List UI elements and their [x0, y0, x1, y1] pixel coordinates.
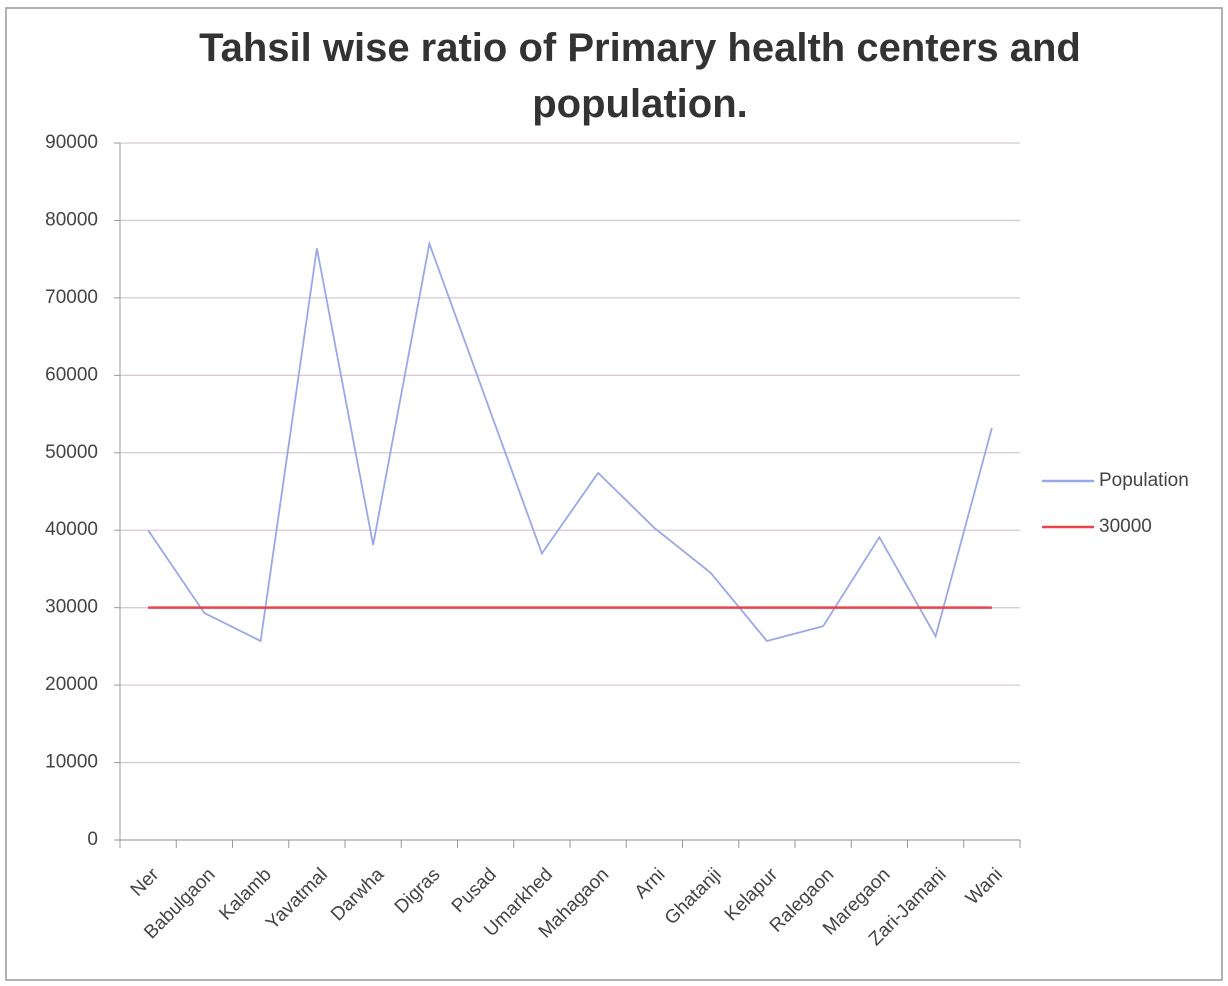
- x-tick-label: Arni: [631, 864, 670, 903]
- x-tick-label: Darwha: [327, 864, 388, 925]
- y-tick-label: 0: [87, 829, 98, 850]
- y-tick-label: 70000: [45, 287, 98, 308]
- x-tick-label: Pusad: [448, 864, 501, 917]
- y-tick-label: 20000: [45, 674, 98, 695]
- legend-label: 30000: [1099, 516, 1152, 537]
- y-tick-label: 30000: [45, 597, 98, 618]
- chart-border: [5, 7, 1223, 981]
- x-tick-label: Ghatanji: [661, 864, 726, 929]
- series-line: [147, 240, 993, 643]
- y-tick-label: 80000: [45, 209, 98, 230]
- y-tick-label: 10000: [45, 752, 98, 773]
- y-tick-label: 90000: [45, 132, 98, 153]
- x-tick-label: Yavatmal: [262, 864, 332, 934]
- y-tick-label: 40000: [45, 519, 98, 540]
- y-tick-label: 60000: [45, 364, 98, 385]
- x-tick-label: Digras: [391, 864, 445, 918]
- chart-title: Tahsil wise ratio of Primary health cent…: [199, 26, 1081, 126]
- x-tick-label: Wani: [962, 864, 1007, 909]
- legend-label: Population: [1099, 470, 1189, 491]
- y-tick-label: 50000: [45, 442, 98, 463]
- x-tick-label: Ner: [127, 864, 164, 901]
